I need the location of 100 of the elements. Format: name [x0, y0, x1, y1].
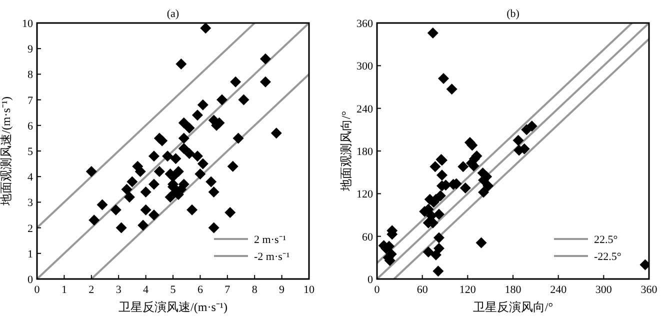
x-tick-label: 240: [550, 284, 568, 296]
point: [172, 166, 184, 177]
point: [140, 186, 152, 198]
x-tick-label: 2: [88, 284, 94, 296]
point: [124, 192, 135, 203]
point: [156, 135, 168, 146]
point: [186, 204, 198, 216]
point: [138, 220, 149, 231]
point: [148, 210, 160, 220]
x-tick-label: 9: [279, 284, 286, 296]
point: [216, 94, 228, 106]
y-axis-title: 地面观测风向/°: [339, 110, 353, 192]
x-tick-label: 10: [304, 284, 315, 296]
point: [86, 166, 97, 177]
point: [422, 246, 434, 258]
x-tick-label: 5: [170, 284, 176, 296]
point: [148, 150, 160, 162]
y-tick-label: 60: [362, 231, 374, 244]
point: [197, 99, 208, 110]
point: [170, 153, 182, 164]
point: [178, 117, 190, 128]
point: [164, 192, 176, 203]
point: [478, 186, 490, 198]
point: [184, 122, 195, 134]
y-tick-label: 300: [356, 60, 374, 73]
point: [227, 160, 238, 172]
point: [154, 166, 165, 177]
point: [184, 148, 195, 160]
chart-title: (b): [506, 8, 520, 20]
point: [88, 214, 100, 226]
point: [208, 222, 220, 234]
legend-label: 2 m·s⁻¹: [254, 234, 286, 246]
point: [96, 199, 108, 210]
y-tick-label: 180: [356, 146, 374, 158]
legend-label: -2 m·s⁻¹: [254, 251, 290, 263]
y-tick-label: 2: [28, 222, 33, 235]
point: [126, 176, 138, 188]
y-tick-label: 10: [22, 18, 34, 30]
x-tick-label: 120: [459, 284, 476, 296]
point: [432, 266, 444, 277]
y-tick-label: 120: [356, 188, 374, 201]
x-tick-label: 8: [252, 284, 258, 296]
point: [224, 206, 236, 218]
point: [116, 222, 127, 234]
point: [436, 170, 448, 181]
y-tick-label: 5: [28, 146, 34, 158]
x-axis-title: 卫星反演风速/(m·s⁻¹): [118, 300, 228, 314]
point: [433, 232, 444, 244]
point: [238, 94, 250, 106]
point: [206, 176, 217, 188]
legend-label: -22.5°: [594, 251, 622, 263]
x-tick-label: 3: [116, 284, 122, 296]
x-tick-label: 4: [143, 284, 150, 296]
point: [178, 132, 190, 144]
legend-label: 22.5°: [594, 234, 618, 246]
y-axis-title: 地面观测风速/(m·s⁻¹): [0, 96, 13, 206]
y-tick-label: 6: [28, 120, 34, 132]
point: [140, 204, 152, 216]
point: [110, 204, 122, 216]
point: [512, 134, 524, 146]
y-tick-label: 0: [28, 274, 34, 286]
point: [476, 237, 487, 248]
x-axis-title: 卫星反演风向/°: [472, 300, 554, 314]
point: [178, 142, 190, 154]
x-tick-label: 60: [416, 284, 428, 296]
point: [192, 110, 203, 121]
x-tick-label: 1: [61, 284, 67, 296]
y-tick-label: 7: [28, 94, 34, 107]
point: [446, 84, 458, 95]
point: [194, 168, 206, 180]
point: [208, 186, 220, 198]
y-tick-label: 240: [356, 103, 374, 116]
point: [230, 76, 242, 88]
x-tick-label: 7: [224, 284, 231, 296]
y-tick-label: 360: [356, 18, 374, 30]
x-tick-label: 300: [595, 284, 612, 296]
y-tick-label: 9: [28, 44, 34, 56]
y-tick-label: 3: [28, 197, 34, 210]
point: [438, 72, 449, 84]
point: [176, 58, 187, 70]
point: [197, 158, 208, 170]
point: [427, 27, 438, 38]
x-tick-label: 360: [640, 284, 658, 296]
point: [260, 53, 271, 64]
y-tick-label: 0: [368, 274, 374, 286]
point: [460, 182, 471, 194]
y-tick-label: 4: [28, 172, 34, 184]
point: [148, 178, 160, 190]
x-tick-label: 6: [197, 284, 204, 296]
point: [526, 120, 538, 132]
chart-title: (a): [166, 8, 180, 20]
point: [121, 184, 132, 195]
point: [458, 161, 469, 172]
point: [260, 76, 271, 88]
point: [162, 150, 174, 162]
x-tick-label: 180: [504, 284, 522, 296]
point: [270, 128, 282, 139]
point: [430, 161, 441, 172]
point: [200, 23, 212, 34]
y-tick-label: 8: [28, 69, 34, 82]
